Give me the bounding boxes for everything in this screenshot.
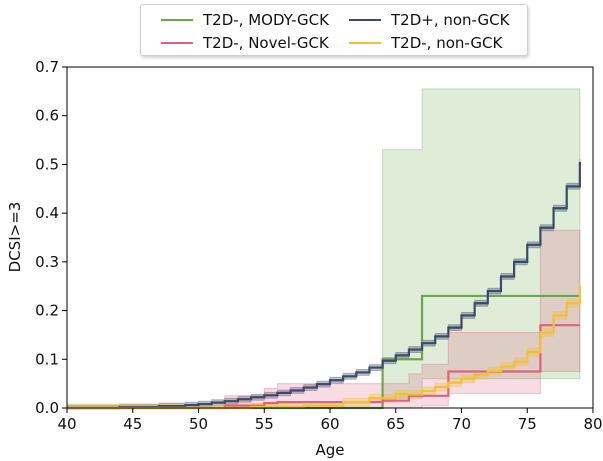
y-tick-label: 0.6 <box>35 107 59 125</box>
legend-label: T2D-, MODY-GCK <box>203 11 329 29</box>
y-tick-label: 0.0 <box>35 399 59 417</box>
legend-item: T2D-, MODY-GCK <box>161 11 329 29</box>
legend-swatch <box>349 42 381 44</box>
x-tick-label: 55 <box>255 415 274 433</box>
y-tick-label: 0.7 <box>35 58 59 76</box>
legend-item: T2D-, non-GCK <box>349 34 502 52</box>
x-tick-label: 75 <box>518 415 537 433</box>
x-tick-label: 70 <box>452 415 471 433</box>
legend-swatch <box>161 42 193 44</box>
legend-swatch <box>161 19 193 21</box>
x-tick-label: 45 <box>123 415 142 433</box>
axes: 40 45 50 55 60 65 70 75 80 0.0 0.1 0.2 0.3 0.4 0.5 0.6 0… <box>35 58 602 433</box>
y-tick-label: 0.3 <box>35 253 59 271</box>
y-tick-label: 0.2 <box>35 302 59 320</box>
series-line-4 <box>67 286 581 410</box>
legend: T2D-, MODY-GCK T2D-, Novel-GCK T2D+, non-G… <box>140 4 528 56</box>
x-axis-label: Age <box>315 441 344 459</box>
legend-label: T2D+, non-GCK <box>391 11 510 29</box>
y-tick-label: 0.4 <box>35 204 59 222</box>
y-axis-label: DCSI>=3 <box>6 202 24 273</box>
legend-item: T2D+, non-GCK <box>349 11 509 29</box>
y-tick-label: 0.1 <box>35 350 59 368</box>
series-line-2 <box>67 161 581 410</box>
legend-label: T2D-, non-GCK <box>391 34 503 52</box>
legend-swatch <box>349 19 381 21</box>
confidence-bands <box>66 88 581 409</box>
x-tick-label: 60 <box>320 415 339 433</box>
legend-label: T2D-, Novel-GCK <box>203 34 329 52</box>
y-tick-label: 0.5 <box>35 155 59 173</box>
legend-item: T2D-, Novel-GCK <box>161 34 329 52</box>
x-tick-label: 65 <box>386 415 405 433</box>
x-tick-label: 80 <box>583 415 602 433</box>
x-tick-label: 40 <box>57 415 76 433</box>
x-tick-label: 50 <box>189 415 208 433</box>
